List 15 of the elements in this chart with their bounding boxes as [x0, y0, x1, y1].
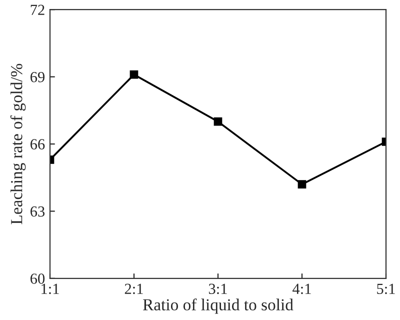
x-tick-label: 5:1 [377, 284, 395, 294]
x-tick-label: 1:1 [42, 284, 59, 294]
y-tick-label: 66 [30, 139, 45, 150]
x-tick-label: 3:1 [208, 284, 227, 294]
x-axis-title: Ratio of liquid to solid [143, 298, 294, 314]
y-tick-label: 69 [30, 72, 45, 82]
y-tick-label: 72 [30, 4, 44, 15]
x-tick-label: 4:1 [292, 284, 311, 294]
x-tick-label: 2:1 [124, 284, 143, 294]
point [298, 180, 306, 188]
y-tick-label: 60 [30, 274, 45, 284]
point [214, 117, 222, 126]
y-tick-label: 63 [30, 206, 45, 217]
y-axis-title: Leaching rate of gold/% [10, 64, 26, 224]
point [130, 70, 138, 79]
